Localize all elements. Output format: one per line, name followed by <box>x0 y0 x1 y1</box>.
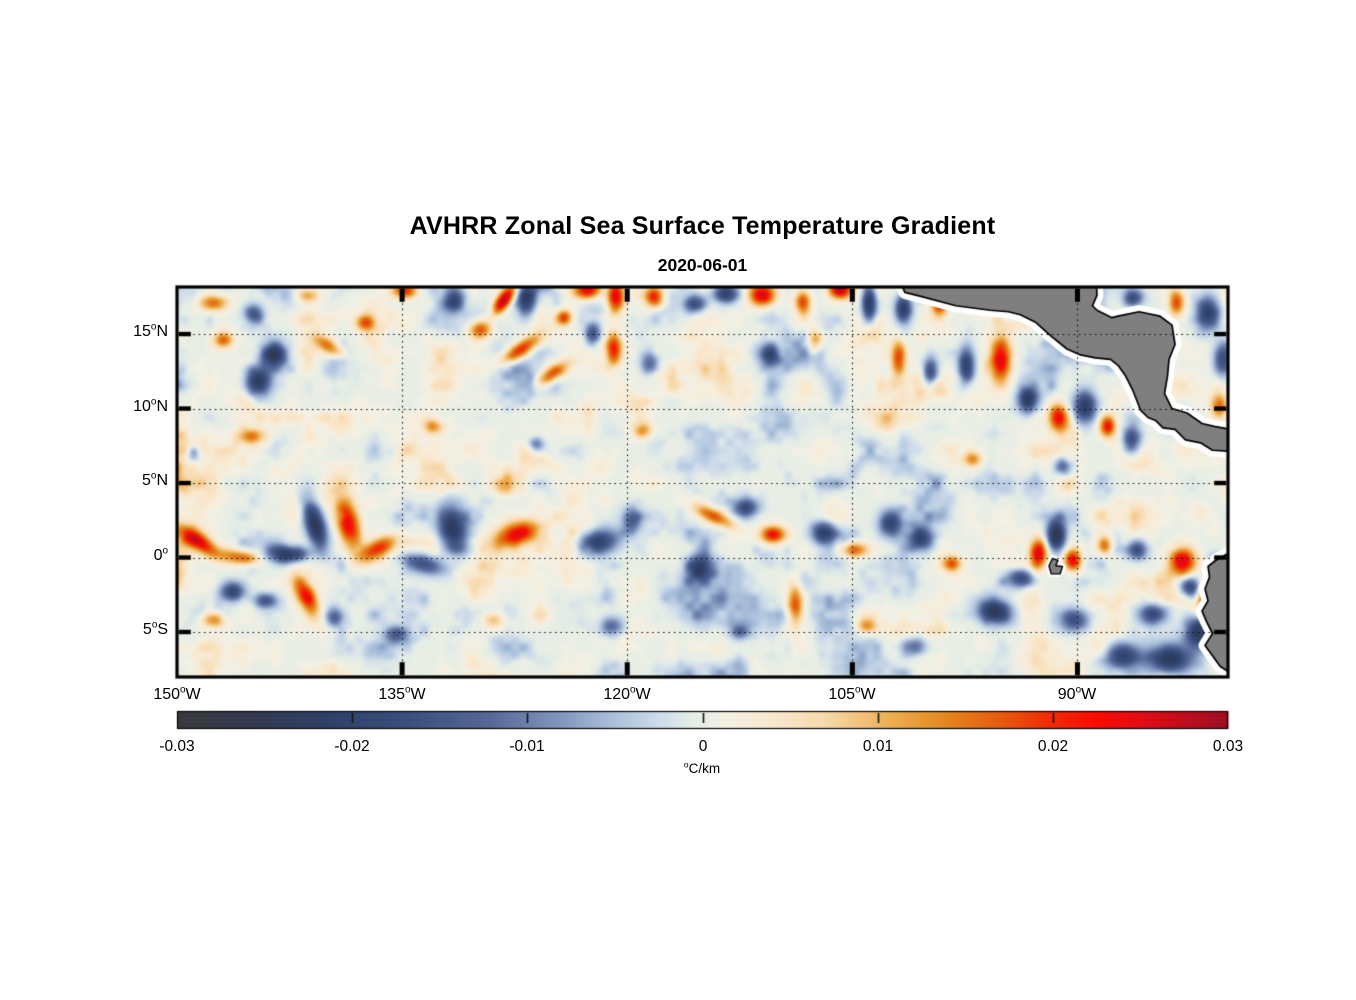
colorbar-tick-label: -0.03 <box>159 738 195 755</box>
unit-text: C/km <box>688 761 721 776</box>
y-axis-tick-label: 5oS <box>142 619 168 638</box>
x-axis-tick-label: 120oW <box>603 684 651 703</box>
x-axis-tick-label: 90oW <box>1057 684 1097 703</box>
degree-symbol: o <box>683 759 689 770</box>
x-axis-tick-label: 105oW <box>828 684 876 703</box>
colorbar-tick-label: -0.01 <box>509 738 545 755</box>
colorbar-unit-label: oC/km <box>602 759 802 776</box>
y-axis-tick-label: 0o <box>153 545 168 564</box>
chart-date: 2020-06-01 <box>657 255 748 275</box>
y-axis-tick-label: 10oN <box>133 396 168 415</box>
colorbar-tick-label: 0 <box>698 738 708 755</box>
colorbar-tick-label: -0.02 <box>334 738 370 755</box>
y-axis-tick-label: 5oN <box>142 470 168 489</box>
colorbar-tick-label: 0.02 <box>1037 738 1069 755</box>
colorbar-tick-label: 0.01 <box>862 738 894 755</box>
x-axis-tick-label: 135oW <box>378 684 426 703</box>
chart-title: AVHRR Zonal Sea Surface Temperature Grad… <box>409 212 996 240</box>
y-axis-tick-label: 15oN <box>133 321 168 340</box>
colorbar-tick-label: 0.03 <box>1212 738 1244 755</box>
x-axis-tick-label: 150oW <box>153 684 201 703</box>
